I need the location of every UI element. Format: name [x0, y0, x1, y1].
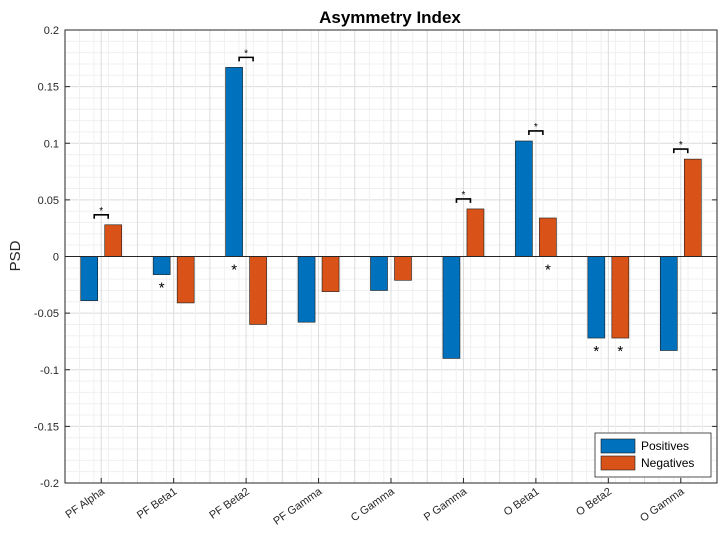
- y-tick-label: -0.2: [40, 478, 59, 490]
- bar-positives: [152, 256, 171, 275]
- bar-negatives: [321, 256, 340, 292]
- y-tick-label: 0.05: [38, 195, 59, 207]
- bracket-line: [672, 148, 689, 154]
- bar-negatives: [683, 158, 702, 257]
- bar-negatives: [176, 256, 195, 304]
- y-tick-label: 0.1: [44, 138, 59, 150]
- bar-negatives: [611, 256, 630, 339]
- y-tick-label: -0.15: [34, 421, 59, 433]
- pair-significance-bracket: *: [238, 48, 254, 62]
- bracket-line: [238, 56, 254, 62]
- chart-title: Asymmetry Index: [319, 8, 461, 27]
- significance-markers: * * * * * * * * * *: [93, 48, 689, 360]
- y-tick-label: -0.05: [34, 308, 59, 320]
- bar-negatives: [539, 217, 557, 257]
- bar-positives: [370, 256, 388, 291]
- y-axis-label: PSD: [7, 240, 24, 271]
- bracket-star: *: [461, 190, 465, 201]
- bracket-line: [93, 213, 110, 219]
- pair-significance-bracket: *: [672, 140, 689, 154]
- significance-star: *: [545, 262, 551, 279]
- y-tick-label: 0: [53, 252, 59, 264]
- bar-positives: [297, 256, 316, 323]
- bar-negatives: [466, 208, 485, 257]
- significance-star: *: [159, 280, 165, 297]
- y-tick-label: 0.15: [38, 82, 59, 94]
- bracket-line: [455, 198, 472, 203]
- bar-positives: [515, 140, 533, 257]
- bracket-star: *: [99, 206, 103, 217]
- legend: Positives Negatives: [594, 432, 712, 478]
- bars: [80, 67, 702, 359]
- pair-significance-bracket: *: [528, 122, 544, 135]
- bar-positives: [442, 256, 461, 359]
- significance-star: *: [593, 343, 599, 360]
- significance-star: *: [231, 262, 237, 279]
- significance-star: *: [617, 343, 623, 360]
- y-axis-ticks: 0.2 0.15 0.1 0.05 0 -0.05 -0.1 -0.15 -0.2: [34, 25, 717, 490]
- pair-significance-bracket: *: [93, 206, 110, 219]
- legend-label: Positives: [641, 439, 689, 453]
- bracket-line: [528, 130, 544, 135]
- legend-label: Negatives: [641, 456, 694, 470]
- bar-positives: [225, 67, 243, 257]
- y-tick-label: 0.2: [44, 25, 59, 37]
- legend-swatch: [600, 438, 636, 454]
- bar-negatives: [249, 256, 267, 325]
- y-tick-label: -0.1: [40, 365, 59, 377]
- bar-negatives: [394, 256, 412, 281]
- bar-positives: [80, 256, 99, 301]
- bar-positives: [587, 256, 606, 339]
- bar-positives: [659, 256, 678, 351]
- plot-frame: [64, 29, 718, 484]
- bracket-star: *: [679, 140, 683, 151]
- bracket-star: *: [244, 48, 248, 59]
- bracket-star: *: [534, 122, 538, 133]
- pair-significance-bracket: *: [455, 190, 472, 203]
- legend-swatch: [600, 455, 636, 471]
- bar-negatives: [104, 224, 123, 257]
